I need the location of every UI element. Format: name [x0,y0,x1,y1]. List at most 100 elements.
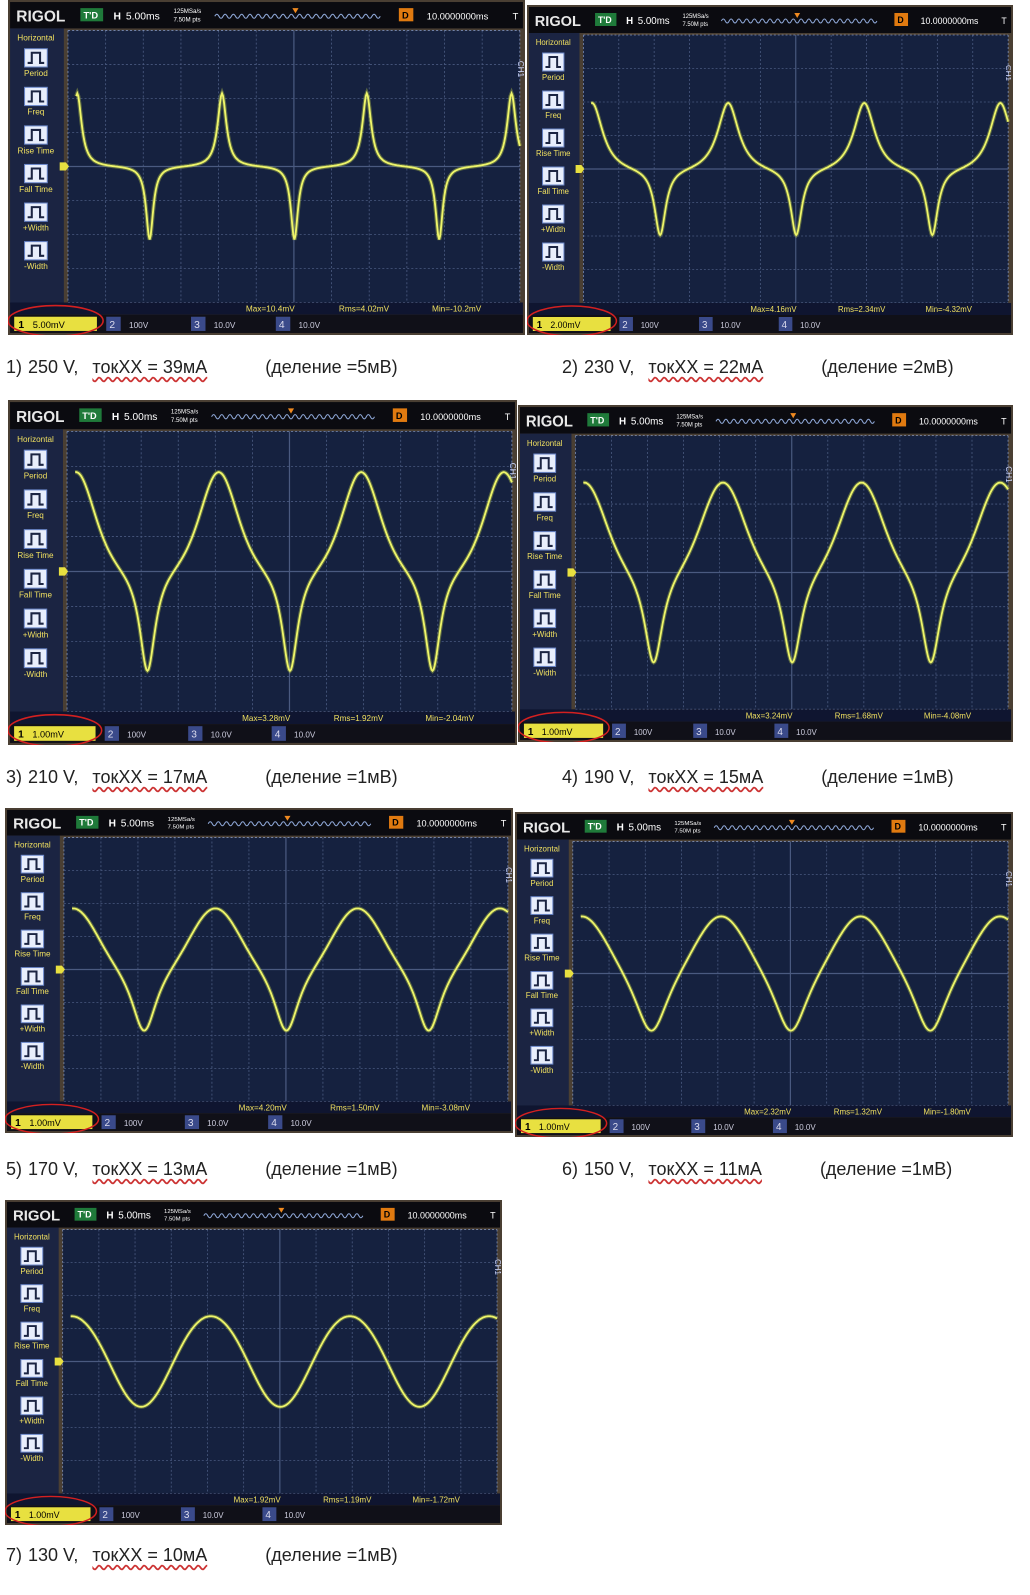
menu-icon [533,569,557,590]
caption-number: 1) [6,357,23,377]
channel-box [271,726,286,741]
channel-scale: 10.0V [290,1119,312,1128]
delay-box [891,819,906,833]
menu-item: Rise Time [14,950,51,959]
menu-glyph [23,1325,40,1337]
scope-screen: RIGOL T'D H 5.00ms 125MSa/s 7.50M pts D 10.0000… [515,812,1013,1137]
channel-number: 4 [782,320,788,331]
menu-icon [23,489,48,510]
memory-wave [214,13,381,19]
channel-number: 2 [108,730,114,741]
menu-icon [533,608,557,629]
channel-box [612,723,626,738]
ch1-marker [564,969,574,978]
memory-wave [207,821,372,827]
menu-icon [542,204,565,224]
channel-bar [519,721,1012,740]
timebase: 5.00ms [631,416,663,427]
ch1-box [532,317,611,331]
measure-max: Max=4.20mV [239,1103,288,1112]
menu-glyph [536,651,553,664]
delay: 10.0000000ms [921,16,979,26]
measure-min: Min=-3.08mV [422,1103,471,1112]
menu-item: -Width [24,670,48,679]
trigger-t: T [1001,16,1007,26]
mode-box [595,13,617,26]
caption-current: токХХ = 15мА [648,767,764,787]
sample-rate: 125MSa/s [164,1209,191,1215]
channel-number: 1 [525,1122,531,1133]
channel-label: CH1 [508,463,517,480]
menu-icon [23,529,48,549]
caption-number: 5) [6,1159,23,1179]
ch1-marker [59,162,70,171]
channel-number: 3 [696,727,702,738]
caption-voltage: 250 V, [28,357,79,377]
menu-item: -Width [24,262,48,271]
menu-icon [533,647,557,667]
channel-scale: 10.0V [715,728,736,737]
red-annotation [515,1107,608,1137]
ch1-marker [54,1357,64,1366]
ch1-box [520,1119,601,1134]
menu-glyph [533,862,550,875]
trace [75,471,513,673]
menu-glyph [533,1049,550,1062]
sample-rate: 125MSa/s [683,14,709,20]
trigger-pos [788,819,795,825]
menu-icon [533,453,557,473]
oscilloscope-photo: RIGOL T'D H 5.00ms 125MSa/s 7.50M pts D 10.0000… [8,0,525,335]
delay-d: D [894,822,901,832]
menu-glyph [23,1287,40,1300]
menu-icon [542,242,565,262]
menu-item: +Width [532,630,557,639]
menu-glyph [23,1399,40,1412]
channel-box [699,317,713,331]
caption: 1) 250 V, токХХ = 39мА (деление =5мВ) [6,357,398,378]
measure-rms: Rms=1.50mV [330,1103,380,1112]
channel-number: 4 [271,1118,277,1129]
h-label: H [112,412,119,423]
caption-voltage: 210 V, [28,767,79,787]
menu-item: Fall Time [19,185,53,194]
caption-current: токХХ = 13мА [92,1159,208,1179]
menu-item: Horizontal [14,841,51,850]
ch1-box [523,723,604,738]
caption-current: токХХ = 22мА [648,357,764,377]
channel-number: 2 [622,320,627,331]
menu-item: Period [24,471,48,480]
measure-min: Min=-1.80mV [923,1107,971,1116]
menu-item: -Width [21,1062,44,1071]
channel-scale: 10.0V [294,731,316,740]
measure-rms: Rms=1.32mV [834,1107,883,1116]
trigger-t: T [501,819,507,829]
channel-label: CH1 [1004,871,1013,887]
channel-bar [528,315,1012,333]
menu-item: Fall Time [526,991,559,1000]
delay: 10.0000000ms [919,416,978,426]
menu-glyph [533,974,550,987]
channel-box [619,317,633,331]
caption-voltage: 170 V, [28,1159,79,1179]
menu-glyph [27,493,44,506]
delay-d: D [392,818,399,828]
scope-screen: RIGOL T'D H 5.00ms 125MSa/s 7.50M pts D 10.0000… [5,808,513,1133]
caption-current: токХХ = 17мА [92,767,208,787]
caption-division: (деление =2мВ) [821,357,954,377]
measure-max: Max=3.28mV [242,714,291,723]
mode-box [587,413,610,427]
memory-wave [720,18,878,24]
sample-rate: 125MSa/s [676,414,703,420]
caption-voltage: 150 V, [584,1159,635,1179]
menu-icon [20,1041,45,1061]
mode: T'D [83,10,98,20]
channel-box [188,726,203,741]
caption-division: (деление =5мВ) [265,357,398,377]
menu-item: Horizontal [536,38,571,47]
memory-depth: 7.50M pts [674,829,700,835]
channel-bar [516,1117,1012,1136]
delay-box [389,815,404,829]
delay-box [892,413,907,427]
channel-bar [10,724,515,743]
caption-number: 7) [6,1545,23,1565]
